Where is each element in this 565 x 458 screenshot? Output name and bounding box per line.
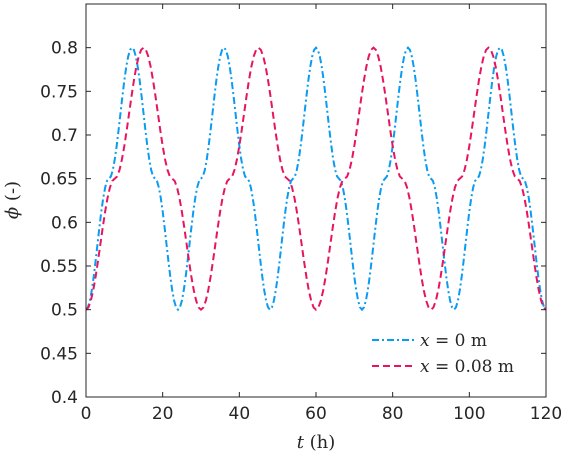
x-tick-label: 40 — [229, 404, 251, 424]
legend-label-series-1: x = 0 m — [420, 331, 487, 351]
y-tick-label: 0.6 — [51, 213, 78, 233]
y-tick-label: 0.75 — [40, 82, 78, 102]
legend-var-series-2: x — [420, 357, 430, 377]
series-line-2 — [85, 46, 547, 312]
y-axis-unit: (-) — [2, 181, 23, 201]
legend-rest-series-2: = 0.08 m — [435, 357, 514, 377]
y-axis-label: ϕ (-) — [2, 181, 23, 219]
x-axis-unit: (h) — [310, 432, 336, 453]
x-tick-label: 80 — [382, 404, 404, 424]
ticks-layer: 0 20 40 60 80 100 120 0.4 0.45 0.5 0.55 0.6 0.65 0.7 0… — [40, 4, 562, 424]
legend-label-series-2: x = 0.08 m — [420, 357, 514, 377]
y-tick-label: 0.8 — [51, 39, 78, 59]
x-axis-label: t (h) — [297, 432, 336, 453]
legend-box — [362, 324, 540, 388]
y-tick-label: 0.45 — [40, 344, 78, 364]
x-tick-label: 20 — [152, 404, 174, 424]
x-tick-label: 0 — [81, 404, 92, 424]
x-tick-label: 60 — [305, 404, 327, 424]
y-axis-var: ϕ — [2, 207, 23, 219]
legend: x = 0 m x = 0.08 m — [362, 324, 540, 388]
y-tick-label: 0.55 — [40, 257, 78, 277]
legend-rest-series-1: = 0 m — [435, 331, 487, 351]
series-layer — [85, 46, 547, 312]
series-line-1 — [85, 46, 547, 312]
y-tick-label: 0.7 — [51, 126, 78, 146]
x-axis-var: t — [297, 432, 305, 453]
y-tick-label: 0.65 — [40, 170, 78, 190]
x-tick-label: 120 — [530, 404, 562, 424]
y-tick-label: 0.5 — [51, 301, 78, 321]
y-tick-label: 0.4 — [51, 388, 78, 408]
legend-var-series-1: x — [420, 331, 430, 351]
x-tick-label: 100 — [453, 404, 485, 424]
